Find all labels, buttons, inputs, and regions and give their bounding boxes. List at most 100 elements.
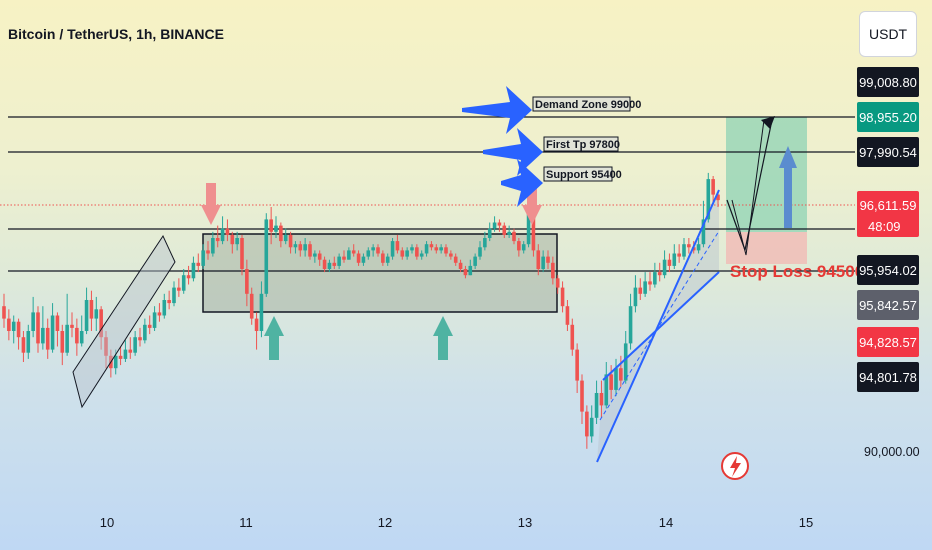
candle-body bbox=[619, 368, 623, 381]
candle-body bbox=[201, 250, 205, 266]
candle-body bbox=[653, 272, 657, 285]
candle-body bbox=[128, 349, 133, 353]
candle-body bbox=[400, 250, 405, 257]
candle-body bbox=[444, 247, 448, 254]
candle-body bbox=[211, 238, 215, 254]
candle-body bbox=[89, 300, 94, 319]
candle-body bbox=[206, 250, 210, 254]
channel-line-lower bbox=[602, 271, 720, 381]
candle-body bbox=[356, 253, 361, 263]
lightning-bolt-icon bbox=[730, 456, 741, 477]
candle-body bbox=[483, 238, 487, 248]
x-tick-label: 12 bbox=[378, 515, 392, 530]
range-box bbox=[202, 233, 558, 313]
candle-body bbox=[517, 241, 521, 251]
candle-body bbox=[594, 393, 599, 418]
pointer-arrow bbox=[462, 86, 532, 134]
candle-body bbox=[26, 331, 31, 353]
x-tick-label: 13 bbox=[518, 515, 532, 530]
candle-body bbox=[308, 244, 312, 257]
candle-body bbox=[366, 250, 371, 257]
down-arrow-head bbox=[522, 205, 542, 225]
candle-body bbox=[449, 253, 453, 257]
candle-body bbox=[361, 256, 366, 263]
price-label: 98,955.20 bbox=[859, 110, 917, 125]
countdown-label: 48:09 bbox=[868, 219, 901, 234]
candle-body bbox=[2, 306, 6, 319]
candle-body bbox=[381, 253, 385, 263]
candle-body bbox=[60, 331, 65, 353]
candle-body bbox=[628, 306, 633, 344]
candle-body bbox=[235, 238, 239, 245]
price-label-box bbox=[857, 290, 919, 320]
candle-body bbox=[147, 324, 152, 328]
candle-body bbox=[113, 355, 118, 369]
candle-body bbox=[177, 287, 181, 291]
price-label-box bbox=[857, 362, 919, 392]
candle-body bbox=[31, 312, 35, 331]
candle-body bbox=[186, 275, 191, 279]
candle-body bbox=[453, 256, 458, 263]
price-label-box bbox=[857, 191, 919, 237]
candle-body bbox=[133, 337, 137, 353]
candle-body bbox=[512, 231, 516, 242]
candle-body bbox=[604, 374, 609, 406]
candle-body bbox=[599, 393, 604, 406]
currency-unit-button[interactable]: USDT bbox=[859, 11, 917, 57]
candle-body bbox=[648, 281, 652, 285]
candle-body bbox=[376, 247, 380, 254]
candle-body bbox=[332, 262, 337, 266]
candle-body bbox=[225, 228, 230, 235]
candle-body bbox=[84, 300, 89, 331]
candle-body bbox=[123, 349, 128, 359]
target-zone bbox=[726, 117, 807, 232]
zones-layer bbox=[202, 117, 807, 462]
up-arrow-head bbox=[264, 316, 284, 336]
price-label: 95,954.02 bbox=[859, 263, 917, 278]
candle-body bbox=[172, 287, 176, 304]
candle-body bbox=[99, 309, 103, 338]
candles-layer bbox=[2, 172, 720, 449]
level-label: Demand Zone 99000 bbox=[535, 99, 641, 111]
candle-body bbox=[458, 262, 463, 269]
candle-body bbox=[492, 222, 497, 229]
candle-body bbox=[677, 253, 681, 257]
candle-body bbox=[94, 309, 99, 319]
candle-body bbox=[580, 380, 584, 412]
pointer-arrow bbox=[501, 159, 543, 207]
candle-body bbox=[118, 355, 123, 359]
candle-body bbox=[560, 287, 565, 307]
candle-body bbox=[662, 259, 667, 276]
price-label-box bbox=[857, 255, 919, 285]
down-arrow-shaft bbox=[206, 183, 216, 207]
candle-body bbox=[351, 250, 356, 254]
candle-body bbox=[502, 225, 507, 235]
candle-body bbox=[589, 417, 594, 437]
candle-body bbox=[313, 253, 317, 257]
candle-body bbox=[487, 228, 492, 238]
level-label: Support 95400 bbox=[546, 169, 622, 181]
candle-body bbox=[410, 247, 414, 251]
projection-arrowhead bbox=[761, 116, 775, 129]
level-label: First Tp 97800 bbox=[546, 139, 620, 151]
price-label: 94,801.78 bbox=[859, 370, 917, 385]
candle-body bbox=[657, 272, 662, 276]
price-label-box bbox=[857, 327, 919, 357]
candle-body bbox=[303, 244, 307, 251]
price-axis: 90,000.00 99,008.80 98,955.20 97,990.54 96,6… bbox=[857, 67, 920, 459]
down-arrow-shaft bbox=[527, 183, 537, 207]
candle-body bbox=[269, 219, 273, 232]
levels-layer bbox=[0, 116, 855, 272]
candle-body bbox=[230, 234, 235, 245]
x-tick-label: 14 bbox=[659, 515, 673, 530]
down-arrow-head bbox=[201, 205, 221, 225]
candle-body bbox=[473, 256, 477, 266]
candle-body bbox=[181, 275, 186, 291]
target-arrow-head bbox=[779, 146, 797, 168]
y-tick-label: 90,000.00 bbox=[864, 445, 920, 459]
candle-body bbox=[691, 247, 696, 251]
candle-body bbox=[711, 179, 715, 195]
candle-body bbox=[468, 265, 473, 276]
candle-body bbox=[478, 247, 482, 257]
